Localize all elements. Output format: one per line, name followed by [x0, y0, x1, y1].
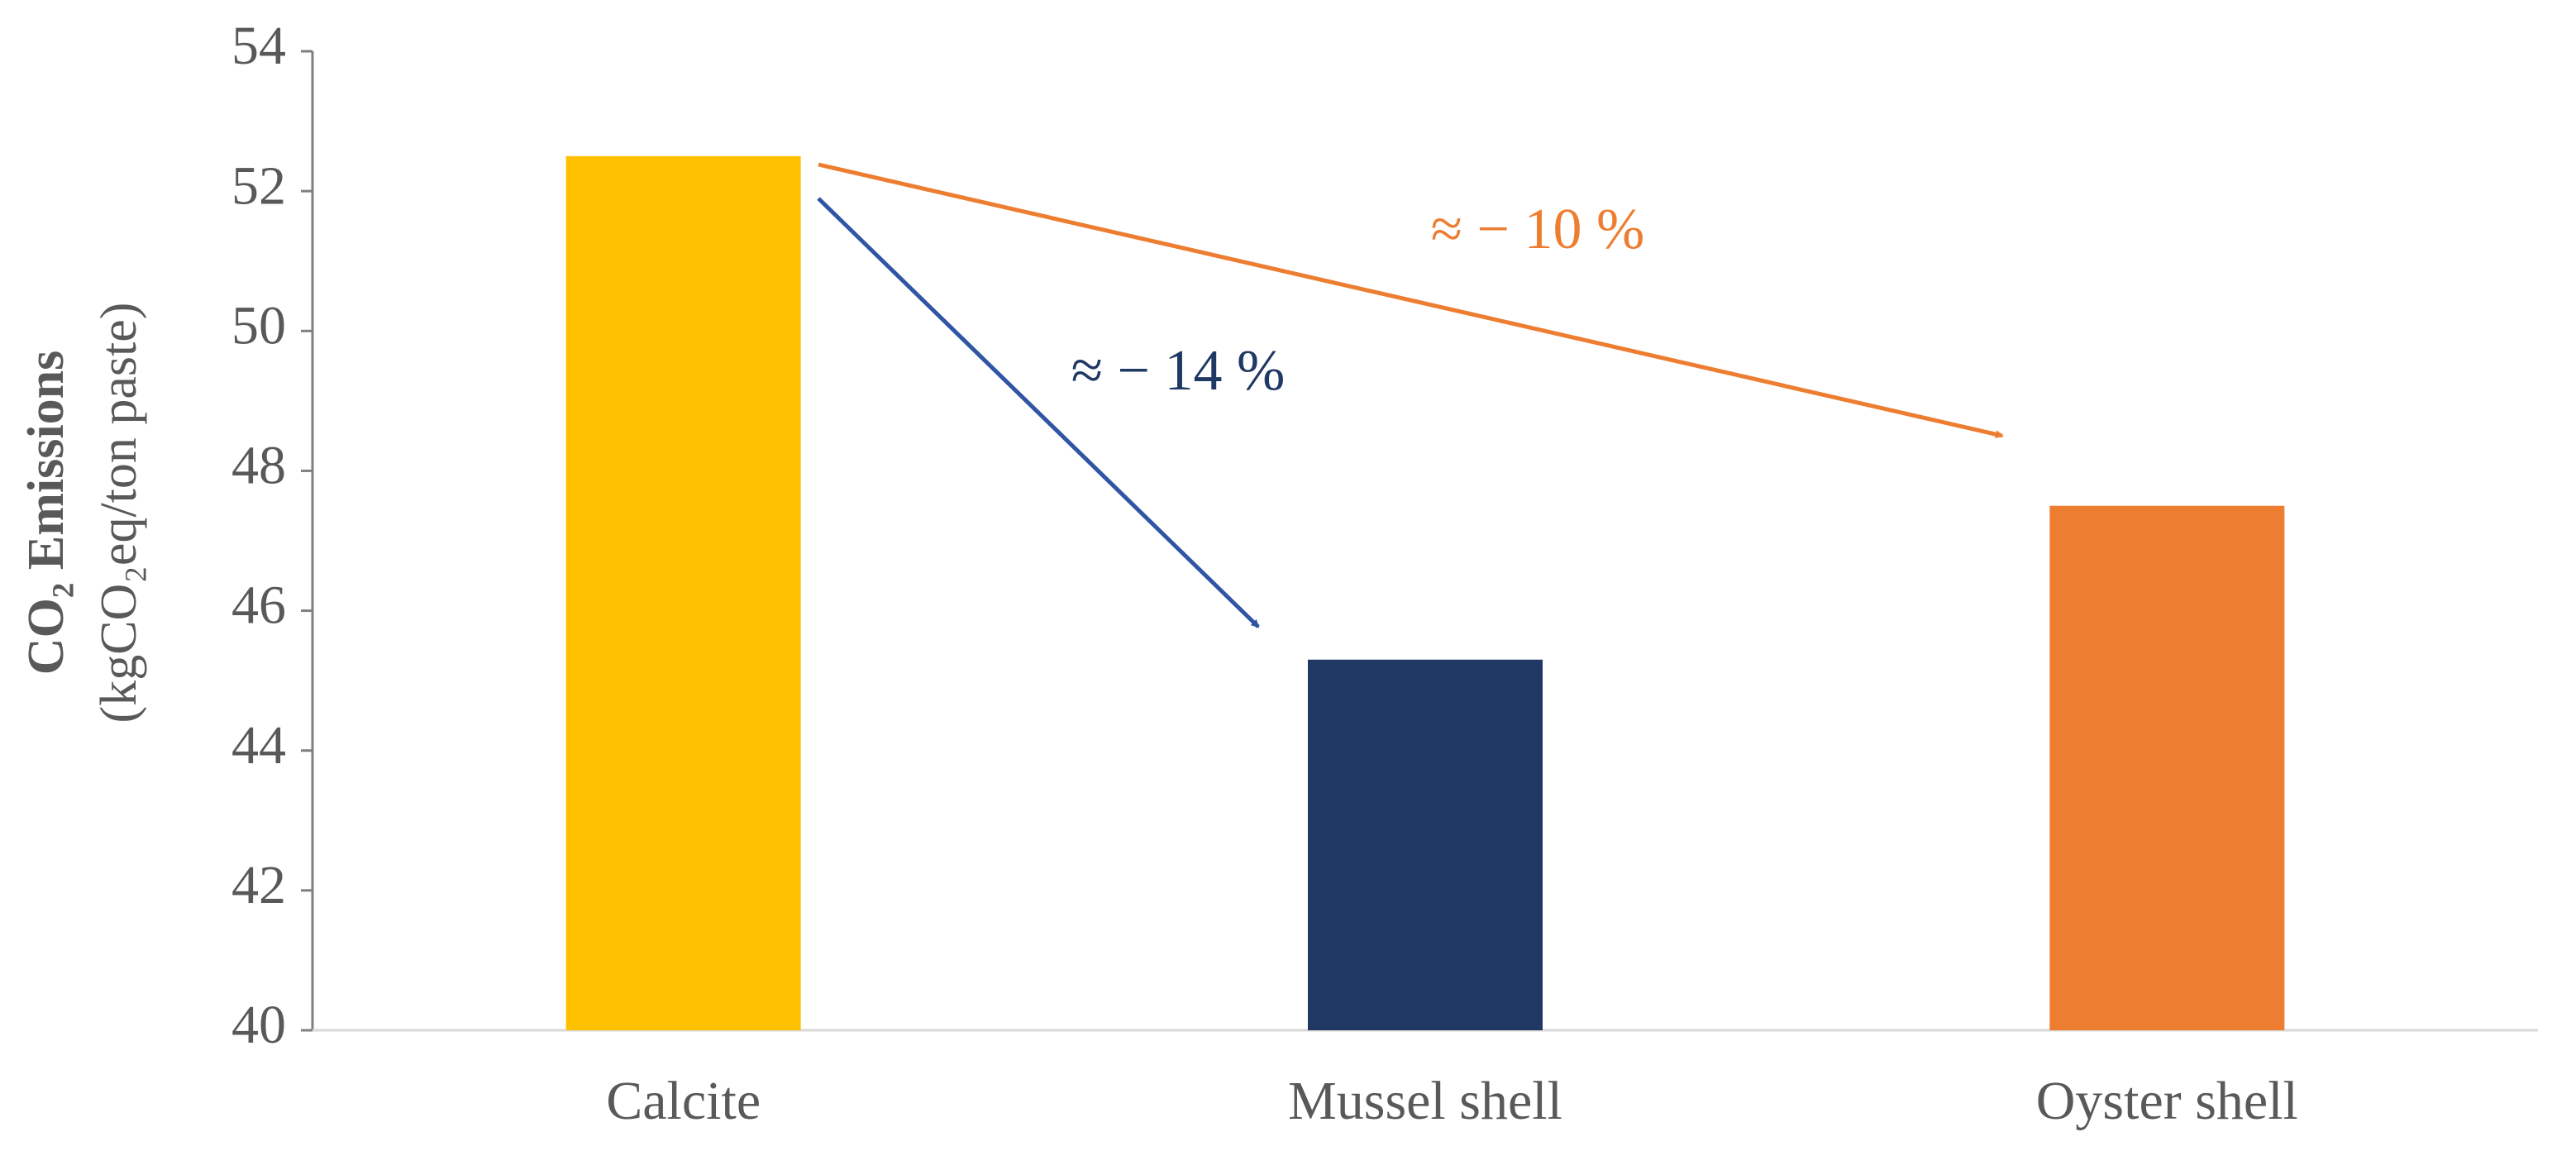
- annotation: ≈ − 14 %: [1071, 339, 1286, 403]
- bar: [565, 155, 801, 1030]
- y-tick-label: 48: [231, 436, 286, 496]
- annotation: ≈ − 10 %: [1431, 198, 1645, 261]
- y-axis-unit: (kgCO₂eq/ton paste): [91, 303, 147, 724]
- x-tick-label: Oyster shell: [2036, 1071, 2298, 1131]
- bar: [2049, 505, 2285, 1030]
- arrow: [817, 197, 1260, 628]
- y-tick-label: 46: [231, 576, 286, 636]
- y-axis-title: CO₂ Emissions: [18, 351, 74, 675]
- y-tick-label: 40: [231, 995, 286, 1055]
- y-tick-label: 42: [231, 855, 286, 915]
- bar: [1308, 659, 1543, 1030]
- y-tick-label: 54: [231, 16, 286, 76]
- y-tick-label: 44: [231, 715, 286, 776]
- arrow: [818, 162, 2004, 439]
- y-tick-label: 52: [231, 155, 286, 216]
- y-tick-label: 50: [231, 295, 286, 356]
- x-tick-label: Mussel shell: [1288, 1071, 1562, 1131]
- x-tick-label: Calcite: [606, 1071, 761, 1131]
